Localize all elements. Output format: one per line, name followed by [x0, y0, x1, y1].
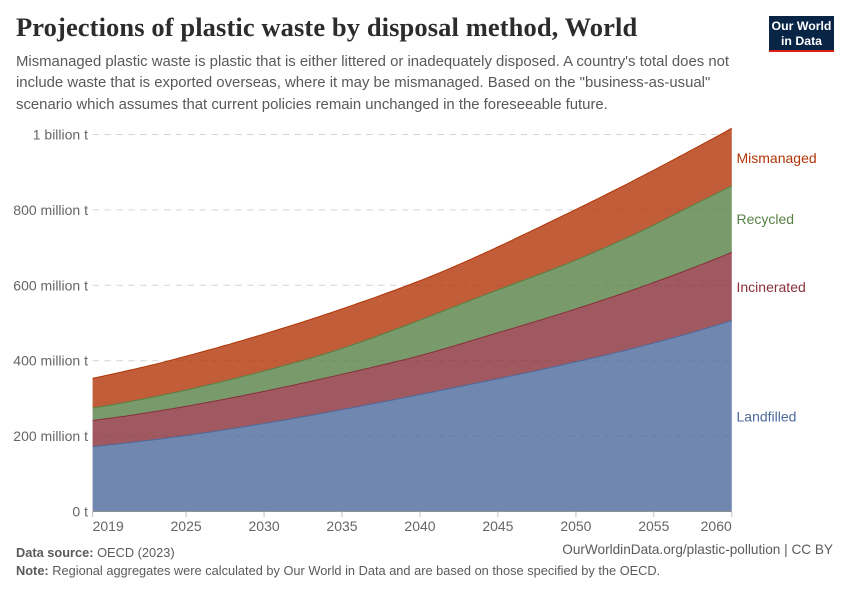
svg-text:800 million t: 800 million t [13, 202, 88, 218]
svg-text:Landfilled: Landfilled [737, 409, 797, 425]
svg-text:2025: 2025 [171, 518, 202, 534]
svg-text:2035: 2035 [326, 518, 357, 534]
svg-text:Incinerated: Incinerated [737, 279, 806, 295]
svg-text:400 million t: 400 million t [13, 353, 88, 369]
svg-text:600 million t: 600 million t [13, 277, 88, 293]
svg-text:2060: 2060 [701, 518, 732, 534]
svg-text:2040: 2040 [404, 518, 435, 534]
svg-text:2030: 2030 [249, 518, 280, 534]
svg-text:1 billion t: 1 billion t [33, 127, 88, 143]
svg-text:2019: 2019 [93, 518, 124, 534]
svg-text:2045: 2045 [482, 518, 513, 534]
svg-text:2050: 2050 [560, 518, 591, 534]
svg-text:2055: 2055 [638, 518, 669, 534]
svg-text:200 million t: 200 million t [13, 428, 88, 444]
svg-text:0 t: 0 t [72, 504, 88, 520]
svg-text:Recycled: Recycled [737, 211, 795, 227]
svg-text:Mismanaged: Mismanaged [737, 150, 817, 166]
